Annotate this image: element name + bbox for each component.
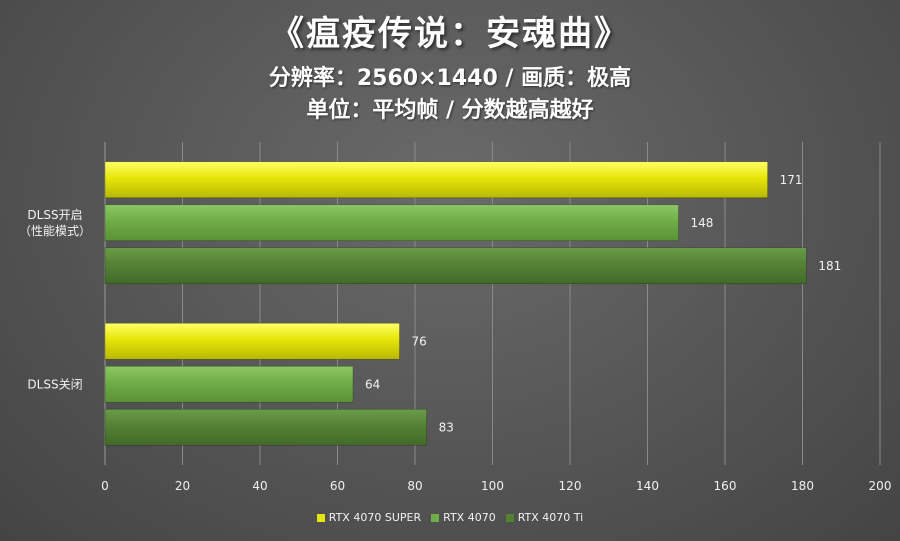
x-tick-label: 180 bbox=[791, 479, 814, 493]
bar-value-label: 148 bbox=[691, 216, 714, 230]
x-tick-label: 120 bbox=[559, 479, 582, 493]
legend-label: RTX 4070 SUPER bbox=[328, 511, 422, 524]
x-tick-label: 100 bbox=[481, 479, 504, 493]
legend-label: RTX 4070 bbox=[443, 511, 496, 524]
legend: RTX 4070 SUPER RTX 4070 RTX 4070 Ti bbox=[0, 511, 900, 524]
legend-swatch bbox=[431, 513, 440, 522]
legend-item: RTX 4070 bbox=[431, 511, 496, 524]
chart-title: 《瘟疫传说：安魂曲》 bbox=[270, 14, 630, 54]
chart-subtitle-unit: 单位：平均帧 / 分数越高越好 bbox=[306, 98, 594, 123]
x-tick-label: 60 bbox=[330, 479, 345, 493]
bar bbox=[104, 204, 679, 242]
x-tick-label: 160 bbox=[714, 479, 737, 493]
category-label: DLSS开启（性能模式） bbox=[19, 208, 91, 238]
x-tick-label: 200 bbox=[869, 479, 892, 493]
bar-value-label: 64 bbox=[365, 377, 380, 391]
x-tick-label: 0 bbox=[101, 479, 109, 493]
x-tick-label: 140 bbox=[636, 479, 659, 493]
legend-item: RTX 4070 SUPER bbox=[316, 511, 422, 524]
bar-value-label: 76 bbox=[412, 334, 427, 348]
x-tick-label: 20 bbox=[175, 479, 190, 493]
bar bbox=[104, 322, 400, 360]
legend-label: RTX 4070 Ti bbox=[517, 511, 584, 524]
x-tick-label: 40 bbox=[252, 479, 267, 493]
bar bbox=[104, 247, 807, 285]
legend-item: RTX 4070 Ti bbox=[505, 511, 584, 524]
chart-subtitle-resolution: 分辨率：2560×1440 / 画质：极高 bbox=[268, 66, 632, 91]
bar-value-label: 181 bbox=[818, 259, 841, 273]
x-tick-label: 80 bbox=[407, 479, 422, 493]
category-label: DLSS关闭 bbox=[27, 377, 82, 391]
bar bbox=[104, 161, 768, 199]
bar bbox=[104, 365, 354, 403]
legend-swatch bbox=[316, 513, 325, 522]
bar bbox=[104, 408, 427, 446]
bar-value-label: 171 bbox=[780, 173, 803, 187]
bar-value-label: 83 bbox=[439, 420, 454, 434]
legend-swatch bbox=[505, 513, 514, 522]
